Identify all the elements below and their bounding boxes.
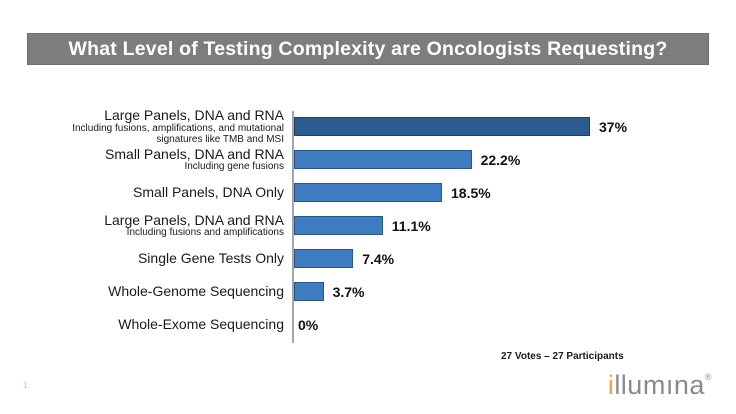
chart-row: Whole-Genome Sequencing 3.7% bbox=[0, 275, 736, 308]
category-label-main: Large Panels, DNA and RNA bbox=[104, 106, 284, 123]
chart-row: Small Panels, DNA and RNA Including gene … bbox=[0, 143, 736, 176]
category-sublabel: Including fusions, amplifications, and m… bbox=[72, 122, 284, 134]
illumina-logo-i: i bbox=[607, 370, 615, 400]
category-label: Small Panels, DNA Only bbox=[0, 185, 292, 200]
plot-area: 7.4% bbox=[292, 242, 736, 275]
bar-chart: Large Panels, DNA and RNA Including fusio… bbox=[0, 108, 736, 341]
slide-title-bar: What Level of Testing Complexity are Onc… bbox=[27, 33, 709, 65]
category-label: Small Panels, DNA and RNA Including gene … bbox=[0, 145, 292, 173]
category-label-main: Whole-Exome Sequencing bbox=[118, 316, 284, 333]
bar bbox=[294, 150, 472, 169]
plot-area: 0% bbox=[292, 308, 736, 341]
category-label: Large Panels, DNA and RNA Including fusio… bbox=[0, 108, 292, 145]
bar bbox=[294, 183, 442, 202]
value-label: 3.7% bbox=[332, 283, 365, 300]
plot-area: 37% bbox=[292, 110, 736, 143]
illumina-logo-rest: llumına bbox=[614, 370, 705, 400]
value-label: 11.1% bbox=[391, 217, 431, 234]
page-number: 1 bbox=[23, 381, 28, 390]
category-label-main: Small Panels, DNA and RNA bbox=[105, 145, 284, 162]
plot-area: 11.1% bbox=[292, 209, 736, 242]
bar bbox=[294, 249, 354, 268]
plot-area: 3.7% bbox=[292, 275, 736, 308]
chart-row: Single Gene Tests Only 7.4% bbox=[0, 242, 736, 275]
registered-trademark-icon: ® bbox=[704, 372, 712, 382]
slide-title: What Level of Testing Complexity are Onc… bbox=[68, 37, 668, 60]
plot-area: 18.5% bbox=[292, 176, 736, 209]
category-label: Whole-Genome Sequencing bbox=[0, 284, 292, 299]
category-label-main: Whole-Genome Sequencing bbox=[108, 283, 284, 300]
chart-row: Large Panels, DNA and RNA Including fusio… bbox=[0, 209, 736, 242]
category-label-main: Single Gene Tests Only bbox=[137, 250, 284, 267]
bar bbox=[294, 216, 383, 235]
category-sublabel: Including gene fusions bbox=[184, 161, 284, 173]
chart-axis-line bbox=[292, 111, 294, 343]
chart-row: Large Panels, DNA and RNA Including fusio… bbox=[0, 108, 736, 145]
chart-row: Whole-Exome Sequencing 0% bbox=[0, 308, 736, 341]
bar bbox=[294, 282, 324, 301]
value-label: 18.5% bbox=[451, 184, 491, 201]
illumina-logo: illumına® bbox=[608, 372, 712, 399]
value-label: 37% bbox=[599, 118, 628, 135]
value-label: 7.4% bbox=[362, 250, 395, 267]
plot-area: 22.2% bbox=[292, 143, 736, 176]
category-label: Whole-Exome Sequencing bbox=[0, 317, 292, 332]
category-label-main: Large Panels, DNA and RNA bbox=[104, 211, 284, 228]
votes-participants-note: 27 Votes – 27 Participants bbox=[501, 351, 624, 362]
value-label: 22.2% bbox=[480, 151, 521, 168]
category-label: Single Gene Tests Only bbox=[0, 251, 292, 266]
category-sublabel: signatures like TMB and MSI bbox=[156, 133, 284, 145]
category-sublabel: Including fusions and amplifications bbox=[126, 227, 284, 239]
chart-row: Small Panels, DNA Only 18.5% bbox=[0, 176, 736, 209]
bar bbox=[294, 117, 590, 136]
value-label: 0% bbox=[298, 316, 319, 333]
category-label: Large Panels, DNA and RNA Including fusio… bbox=[0, 211, 292, 239]
category-label-main: Small Panels, DNA Only bbox=[133, 184, 284, 201]
